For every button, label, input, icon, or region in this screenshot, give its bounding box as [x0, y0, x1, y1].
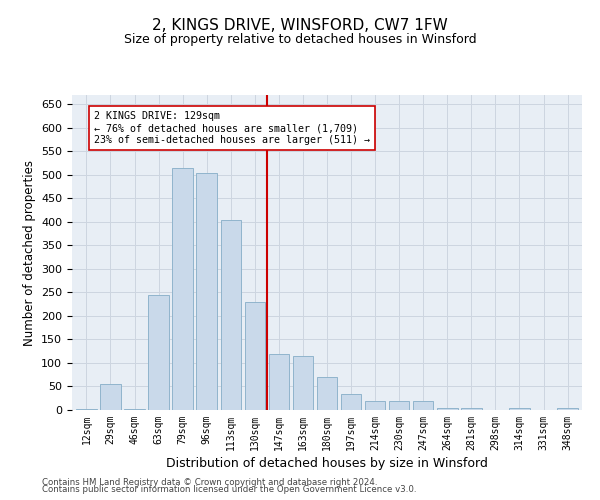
Bar: [365, 400, 385, 410]
Text: 2, KINGS DRIVE, WINSFORD, CW7 1FW: 2, KINGS DRIVE, WINSFORD, CW7 1FW: [152, 18, 448, 32]
Bar: [341, 394, 361, 410]
Bar: [148, 295, 169, 410]
Bar: [437, 408, 458, 410]
Bar: [389, 400, 409, 410]
Text: Contains HM Land Registry data © Crown copyright and database right 2024.: Contains HM Land Registry data © Crown c…: [42, 478, 377, 487]
Y-axis label: Number of detached properties: Number of detached properties: [23, 160, 35, 346]
Bar: [317, 377, 337, 410]
Bar: [557, 408, 578, 410]
Bar: [461, 408, 482, 410]
Text: Distribution of detached houses by size in Winsford: Distribution of detached houses by size …: [166, 458, 488, 470]
Bar: [221, 220, 241, 410]
Text: Size of property relative to detached houses in Winsford: Size of property relative to detached ho…: [124, 32, 476, 46]
Text: Contains public sector information licensed under the Open Government Licence v3: Contains public sector information licen…: [42, 486, 416, 494]
Bar: [124, 408, 145, 410]
Bar: [76, 409, 97, 410]
Bar: [196, 172, 217, 410]
Bar: [413, 400, 433, 410]
Text: 2 KINGS DRIVE: 129sqm
← 76% of detached houses are smaller (1,709)
23% of semi-d: 2 KINGS DRIVE: 129sqm ← 76% of detached …: [94, 112, 370, 144]
Bar: [245, 302, 265, 410]
Bar: [172, 168, 193, 410]
Bar: [269, 354, 289, 410]
Bar: [293, 356, 313, 410]
Bar: [100, 384, 121, 410]
Bar: [509, 408, 530, 410]
